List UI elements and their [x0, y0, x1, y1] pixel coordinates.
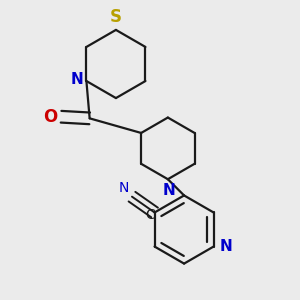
- Text: N: N: [219, 239, 232, 254]
- Text: S: S: [110, 8, 122, 26]
- Text: N: N: [119, 181, 129, 195]
- Text: N: N: [163, 183, 175, 198]
- Text: O: O: [43, 108, 57, 126]
- Text: N: N: [70, 72, 83, 87]
- Text: C: C: [145, 208, 154, 222]
